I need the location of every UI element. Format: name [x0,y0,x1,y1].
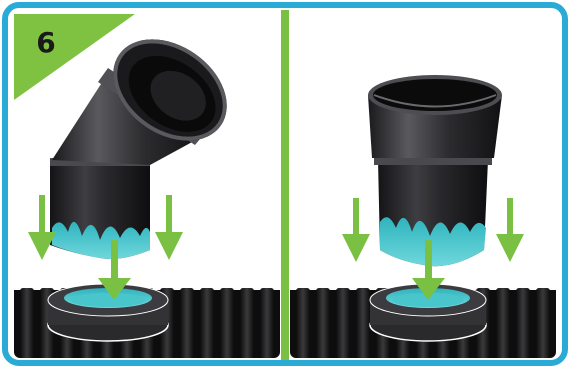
socket-ring-left [47,283,169,342]
panel-divider [281,10,289,360]
down-arrow-icon [342,198,370,262]
down-arrow-icon [412,240,445,300]
right-panel [290,75,556,358]
step-number: 6 [36,26,55,59]
down-arrows-right [342,198,524,300]
down-arrow-icon [155,195,183,260]
step-badge: 6 [14,14,135,100]
down-arrow-icon [496,198,524,262]
straight-coupling [368,75,502,267]
down-arrow-icon [28,195,56,260]
down-arrows-left [28,195,183,300]
down-arrow-icon [98,240,131,300]
left-panel [14,39,280,358]
elbow-fitting [50,39,227,259]
